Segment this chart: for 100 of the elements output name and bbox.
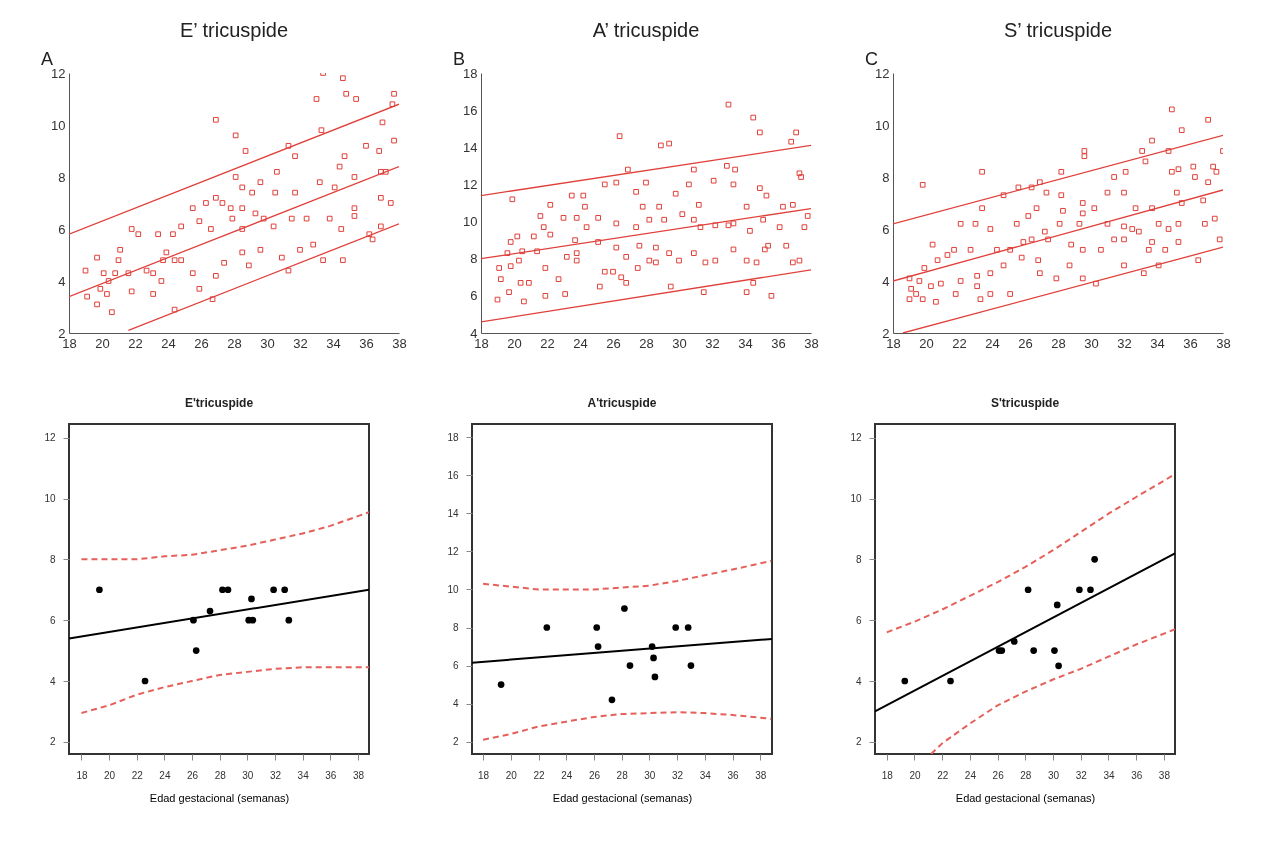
x-tick-label: 26 <box>186 769 199 781</box>
y-tick-label: 2 <box>452 736 459 748</box>
y-tick-label: 2 <box>49 736 56 748</box>
y-tick-label: 16 <box>447 469 459 481</box>
x-tick-label: 28 <box>1020 769 1032 781</box>
text: C <box>865 49 878 69</box>
x-tick-label: 34 <box>1103 769 1115 781</box>
chart-title: S’ tricuspide <box>1003 19 1113 41</box>
x-tick-label: 38 <box>352 769 365 781</box>
x-tick-label: 28 <box>1051 335 1066 351</box>
x-tick-label: 22 <box>533 769 546 781</box>
x-tick-label: 28 <box>639 335 654 351</box>
chart-title: A'tricuspide <box>587 396 657 410</box>
x-tick-label: 30 <box>672 335 687 351</box>
x-tick-label: 26 <box>194 335 209 351</box>
y-tick-label: 6 <box>882 221 890 237</box>
y-tick-label: 12 <box>463 176 478 192</box>
y-tick-label: 14 <box>447 507 459 519</box>
y-tick-label: 4 <box>58 273 66 289</box>
x-tick-label: 38 <box>1216 335 1231 351</box>
chart-title: S'tricuspide <box>990 396 1060 410</box>
x-tick-label: 32 <box>705 335 720 351</box>
y-tick-label: 18 <box>463 65 478 81</box>
x-axis-title: Edad gestacional (semanas) <box>955 791 1096 804</box>
x-tick-label: 38 <box>1158 769 1171 781</box>
x-tick-label: 34 <box>738 335 753 351</box>
y-tick-label: 10 <box>447 583 459 595</box>
y-tick-label: 12 <box>875 65 890 81</box>
x-tick-label: 24 <box>161 335 176 351</box>
y-tick-label: 4 <box>855 675 862 687</box>
y-tick-label: 10 <box>875 117 890 133</box>
y-tick-label: 8 <box>452 622 459 634</box>
y-tick-label: 6 <box>58 221 66 237</box>
x-tick-label: 34 <box>297 769 310 781</box>
x-axis-title: Edad gestacional (semanas) <box>552 791 693 804</box>
y-tick-label: 14 <box>463 139 478 155</box>
y-tick-label: 18 <box>447 431 459 443</box>
x-tick-label: 28 <box>616 769 629 781</box>
text: B <box>453 49 466 69</box>
x-tick-label: 20 <box>505 769 518 781</box>
x-tick-label: 30 <box>644 769 656 781</box>
x-tick-label: 32 <box>293 335 308 351</box>
y-tick-label: 10 <box>51 117 66 133</box>
x-tick-label: 26 <box>1018 335 1033 351</box>
x-tick-label: 34 <box>1150 335 1165 351</box>
x-tick-label: 20 <box>104 769 116 781</box>
x-tick-label: 18 <box>478 769 490 781</box>
x-tick-label: 22 <box>952 335 967 351</box>
y-tick-label: 8 <box>58 169 66 185</box>
y-tick-label: 6 <box>49 614 56 626</box>
x-tick-label: 34 <box>699 769 712 781</box>
x-tick-label: 24 <box>159 769 171 781</box>
y-tick-label: 10 <box>44 493 56 505</box>
x-tick-label: 38 <box>392 335 407 351</box>
x-tick-label: 24 <box>985 335 1000 351</box>
x-tick-label: 20 <box>95 335 110 351</box>
y-tick-label: 6 <box>470 288 478 304</box>
x-tick-label: 30 <box>260 335 275 351</box>
y-tick-label: 8 <box>470 251 478 267</box>
y-tick-label: 12 <box>447 545 459 557</box>
x-tick-label: 36 <box>771 335 786 351</box>
y-tick-label: 10 <box>850 493 862 505</box>
x-tick-label: 22 <box>540 335 555 351</box>
chart-title: E'tricuspide <box>184 396 254 410</box>
y-tick-label: 4 <box>49 675 56 687</box>
y-tick-label: 6 <box>452 660 459 672</box>
x-tick-label: 36 <box>359 335 374 351</box>
y-tick-label: 12 <box>850 432 862 444</box>
x-tick-label: 28 <box>214 769 227 781</box>
x-tick-label: 30 <box>1048 769 1060 781</box>
x-tick-label: 36 <box>1183 335 1198 351</box>
x-tick-label: 36 <box>325 769 337 781</box>
x-tick-label: 20 <box>507 335 522 351</box>
x-tick-label: 34 <box>326 335 341 351</box>
x-tick-label: 30 <box>1084 335 1099 351</box>
x-tick-label: 32 <box>1075 769 1088 781</box>
x-tick-label: 18 <box>76 769 88 781</box>
x-tick-label: 24 <box>573 335 588 351</box>
y-tick-label: 12 <box>51 65 66 81</box>
y-tick-label: 16 <box>463 102 478 118</box>
y-tick-label: 8 <box>49 553 56 565</box>
x-tick-label: 36 <box>1131 769 1143 781</box>
y-tick-label: 8 <box>855 553 862 565</box>
y-tick-label: 2 <box>855 736 862 748</box>
x-tick-label: 26 <box>606 335 621 351</box>
x-tick-label: 32 <box>269 769 282 781</box>
x-tick-label: 26 <box>992 769 1005 781</box>
x-tick-label: 24 <box>964 769 977 781</box>
x-tick-label: 32 <box>672 769 684 781</box>
x-tick-label: 30 <box>242 769 254 781</box>
x-tick-label: 20 <box>919 335 934 351</box>
x-tick-label: 24 <box>561 769 573 781</box>
y-tick-label: 4 <box>452 698 459 710</box>
y-tick-label: 4 <box>882 273 890 289</box>
x-tick-label: 38 <box>804 335 819 351</box>
x-tick-label: 22 <box>131 769 144 781</box>
x-tick-label: 22 <box>937 769 949 781</box>
y-tick-label: 6 <box>855 614 862 626</box>
x-tick-label: 32 <box>1117 335 1132 351</box>
chart-title: E’ tricuspide <box>179 19 289 41</box>
